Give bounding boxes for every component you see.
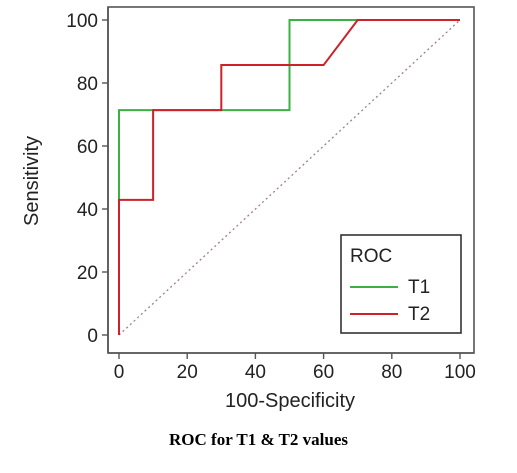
- legend-box: [340, 234, 462, 334]
- y-tick-label: 100: [66, 11, 98, 32]
- x-tick-label: 40: [245, 362, 266, 383]
- x-axis-title: 100-Specificity: [225, 390, 355, 412]
- legend-label-t2: T2: [408, 304, 430, 325]
- roc-chart: 0 20 40 60 80 100 0 20 40 60 80 100 Sensitivity 10…: [21, 6, 476, 412]
- reference-diagonal: [118, 19, 461, 336]
- y-tick-group: 0 20 40 60 80 100: [66, 11, 108, 347]
- x-tick-label: 0: [114, 362, 125, 383]
- y-tick-label: 0: [87, 326, 98, 347]
- y-tick-label: 80: [77, 74, 98, 95]
- y-axis-title: Sensitivity: [21, 136, 43, 226]
- legend: ROC T1 T2: [340, 234, 462, 334]
- legend-title: ROC: [350, 246, 392, 267]
- x-tick-label: 100: [444, 362, 476, 383]
- x-tick-label: 60: [313, 362, 334, 383]
- figure-caption: ROC for T1 & T2 values: [169, 430, 348, 449]
- x-tick-label: 80: [381, 362, 402, 383]
- series-line-t2: [118, 19, 460, 335]
- legend-label-t1: T1: [408, 277, 430, 298]
- y-tick-label: 40: [77, 200, 98, 221]
- y-tick-label: 20: [77, 263, 98, 284]
- x-tick-group: 0 20 40 60 80 100: [114, 353, 476, 383]
- y-tick-label: 60: [77, 137, 98, 158]
- x-tick-label: 20: [177, 362, 198, 383]
- series-group: [118, 19, 460, 335]
